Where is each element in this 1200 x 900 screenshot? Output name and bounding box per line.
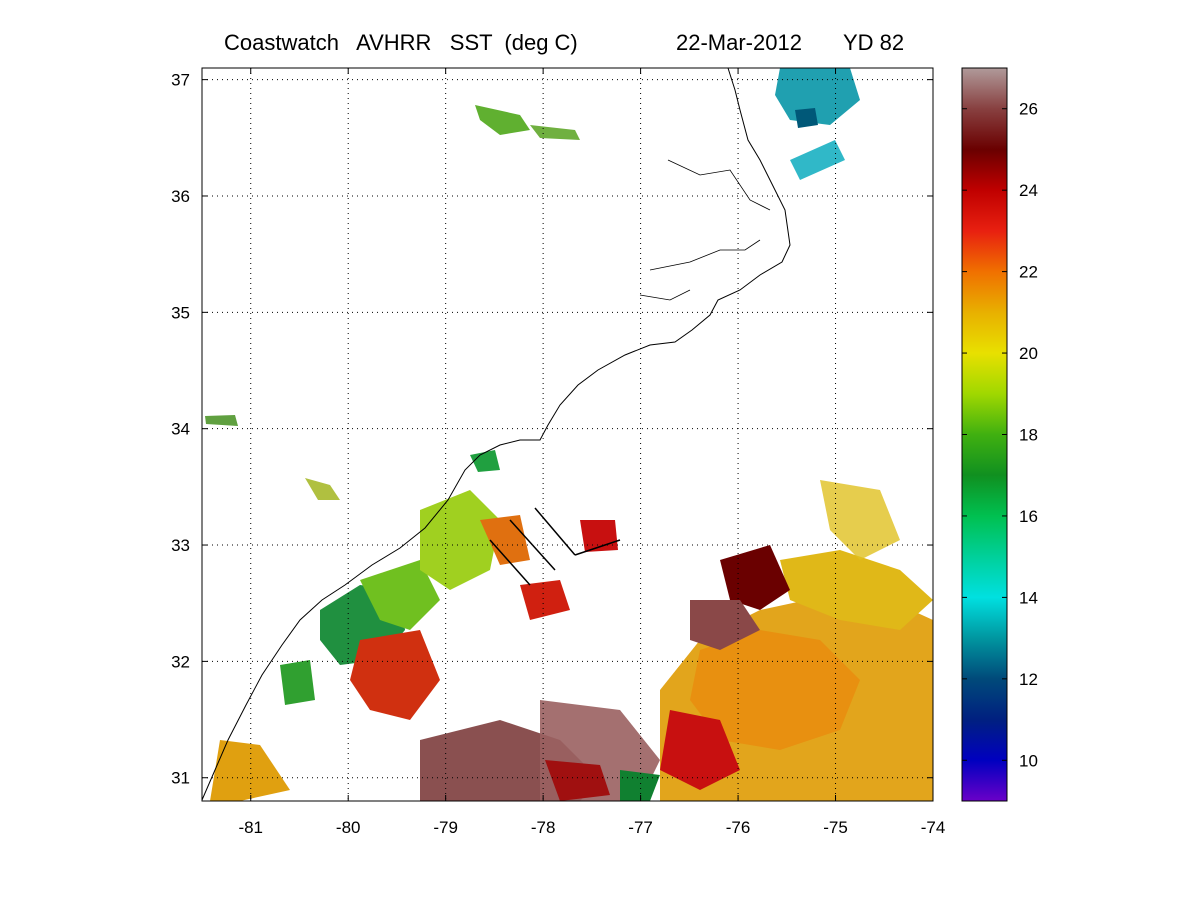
lon-tick-label: -79 — [433, 818, 458, 837]
colorbar-tick-label: 14 — [1019, 588, 1038, 607]
sst-data-layer — [205, 68, 933, 801]
lon-tick-label: -77 — [628, 818, 653, 837]
colorbar-tick-label: 22 — [1019, 263, 1038, 282]
colorbar-tick-label: 10 — [1019, 751, 1038, 770]
map-yearday: YD 82 — [843, 30, 905, 55]
map-title: Coastwatch AVHRR SST (deg C) — [224, 30, 578, 55]
latitude-axis: 31 32 33 34 35 36 37 — [171, 71, 933, 788]
lat-tick-label: 35 — [171, 303, 190, 322]
lon-tick-label: -76 — [726, 818, 751, 837]
colorbar-tick-label: 18 — [1019, 426, 1038, 445]
coastline — [201, 67, 791, 801]
colorbar-tick-label: 26 — [1019, 100, 1038, 119]
lat-tick-label: 36 — [171, 187, 190, 206]
lon-tick-label: -75 — [823, 818, 848, 837]
longitude-axis: -81 -80 -79 -78 -77 -76 -75 -74 — [238, 68, 945, 837]
lon-tick-label: -74 — [921, 818, 946, 837]
lon-tick-label: -80 — [336, 818, 361, 837]
map-grid — [202, 68, 934, 801]
lat-tick-label: 34 — [171, 420, 190, 439]
lat-tick-label: 32 — [171, 652, 190, 671]
map-frame — [201, 67, 934, 802]
colorbar-tick-label: 16 — [1019, 507, 1038, 526]
map-date: 22-Mar-2012 — [676, 30, 802, 55]
colorbar-tick-label: 24 — [1019, 181, 1038, 200]
colorbar-tick-label: 12 — [1019, 670, 1038, 689]
lon-tick-label: -78 — [531, 818, 556, 837]
colorbar-tick-label: 20 — [1019, 344, 1038, 363]
colorbar — [961, 67, 1008, 802]
lat-tick-label: 33 — [171, 536, 190, 555]
lat-tick-label: 37 — [171, 71, 190, 90]
lon-tick-label: -81 — [238, 818, 263, 837]
lat-tick-label: 31 — [171, 769, 190, 788]
colorbar-ticks: 10 12 14 16 18 20 22 24 26 — [962, 100, 1038, 770]
